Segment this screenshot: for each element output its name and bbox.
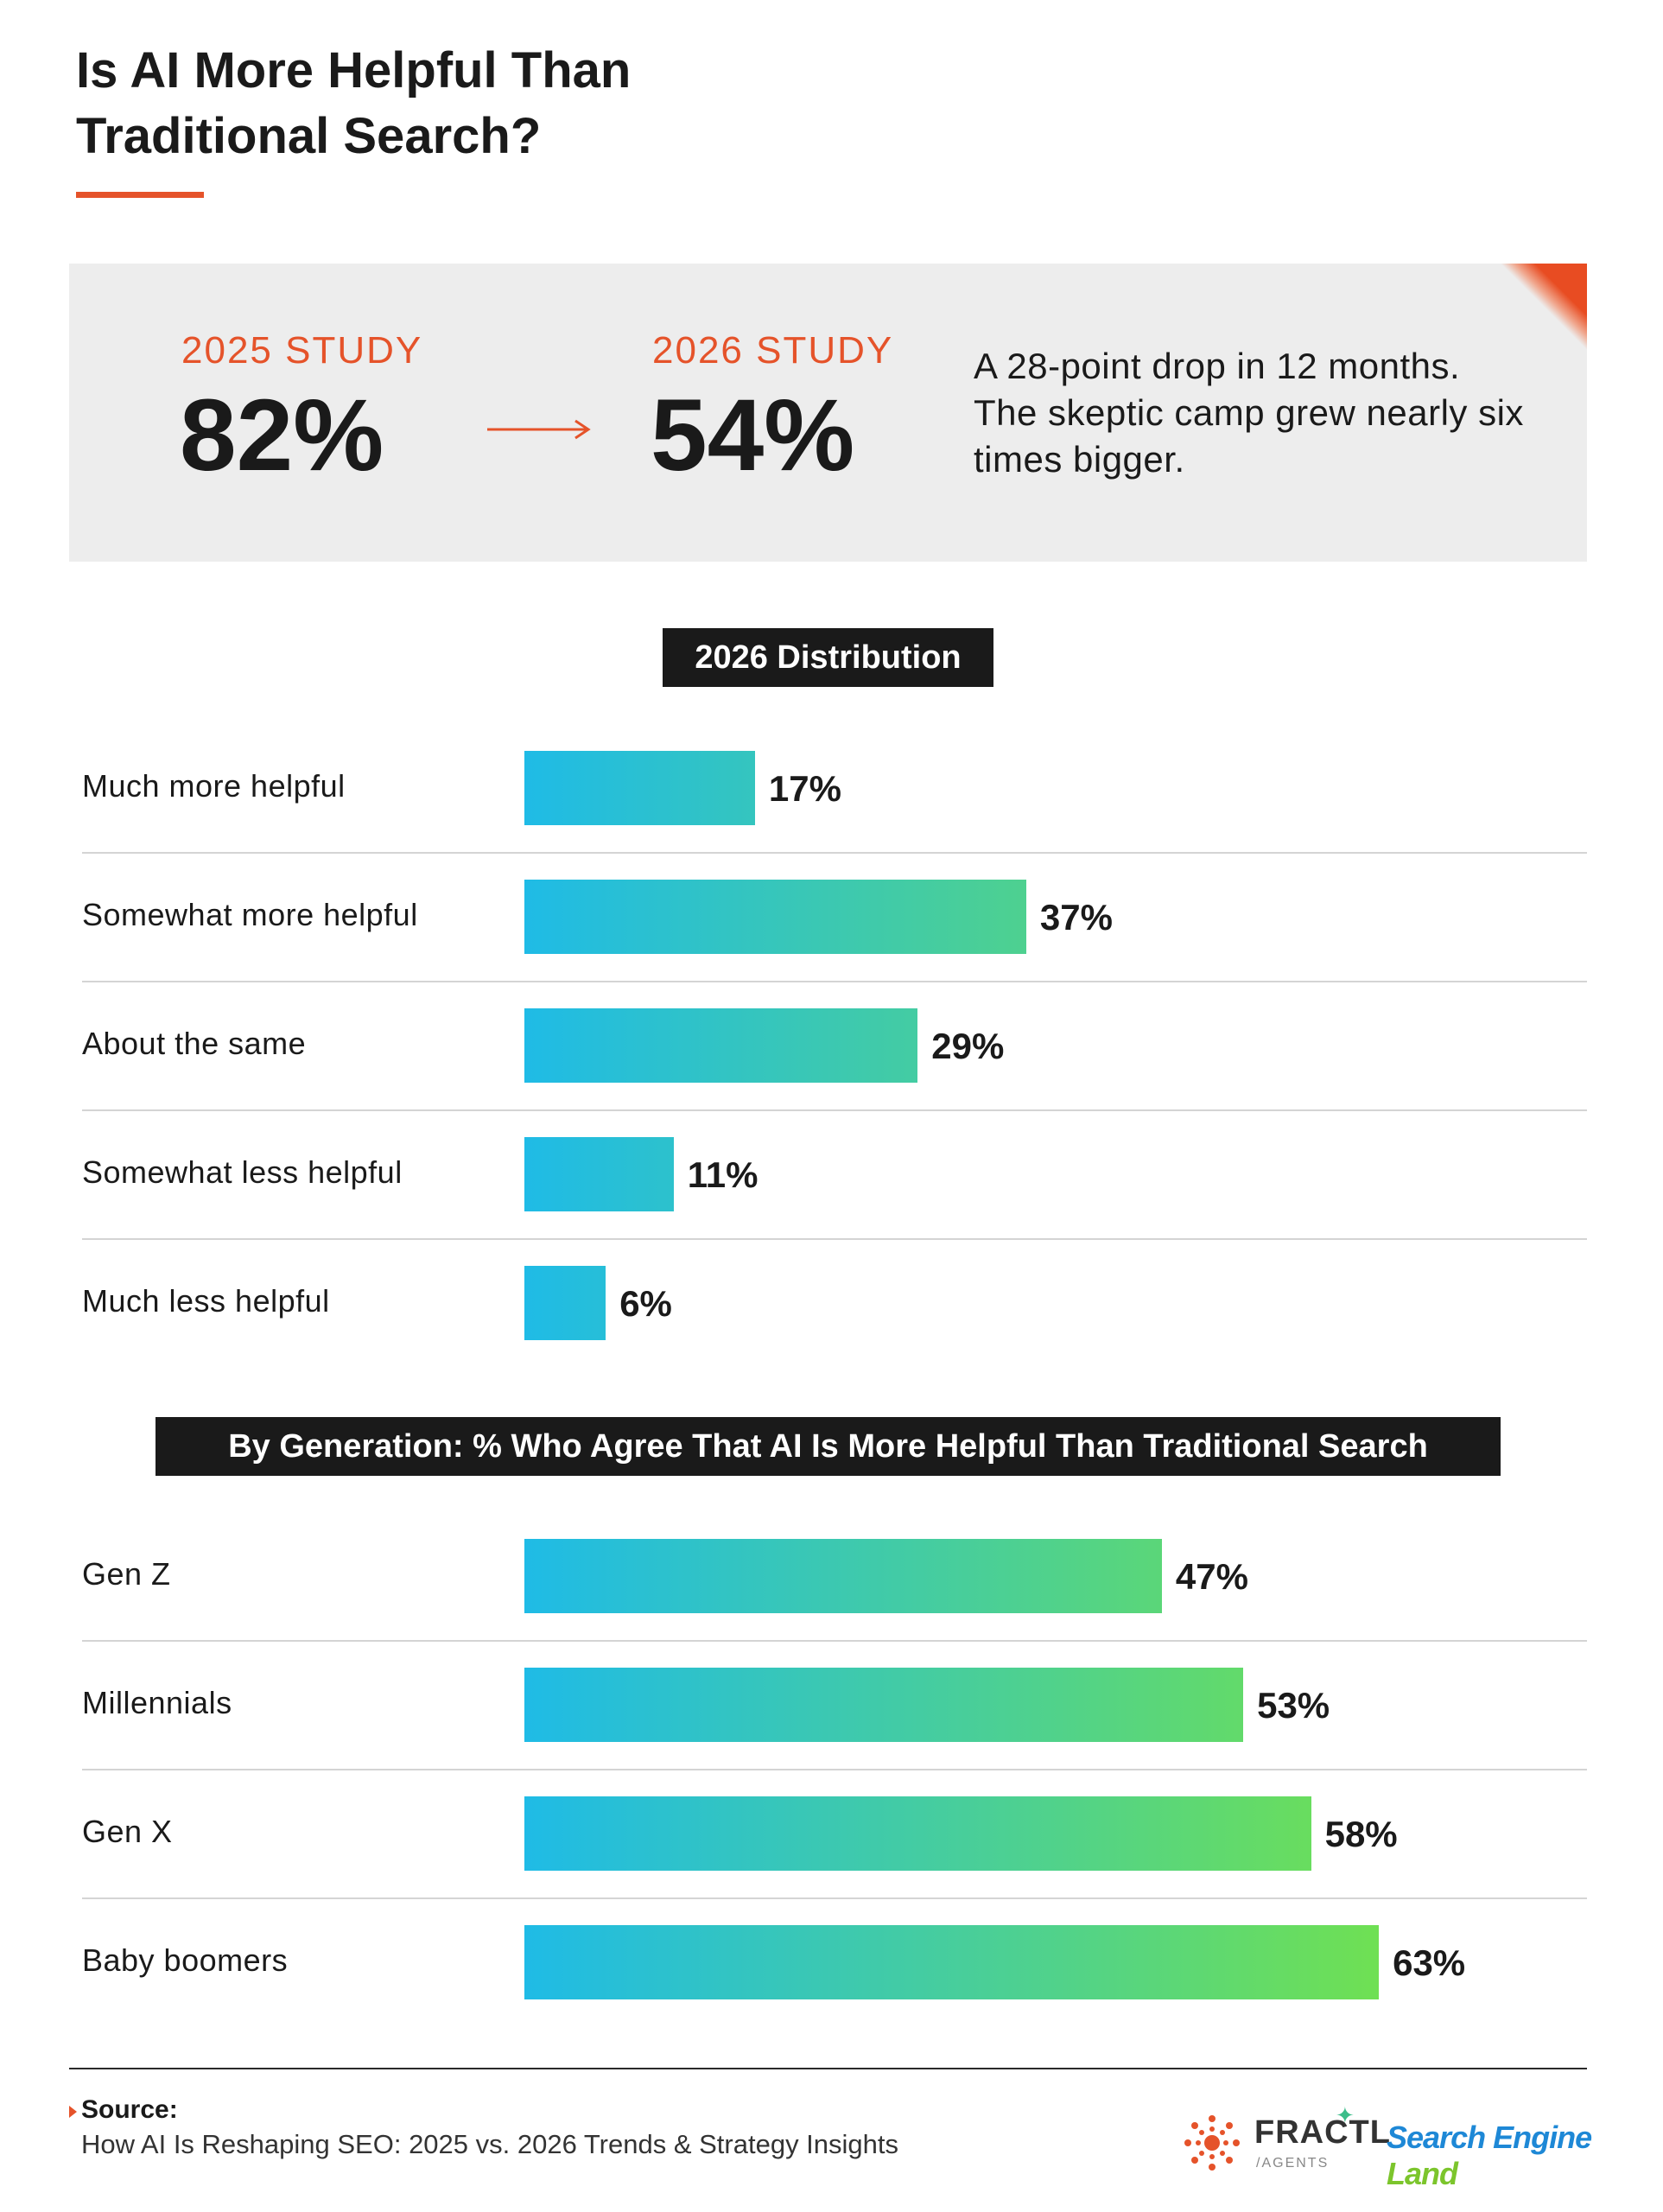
bar-value-label: 47% xyxy=(1175,1556,1248,1597)
category-label: Gen X xyxy=(82,1814,173,1849)
category-label: Somewhat less helpful xyxy=(82,1154,403,1190)
title-underline xyxy=(76,192,204,198)
bar-value-label: 63% xyxy=(1393,1942,1466,1983)
source-label: Source: xyxy=(81,2095,178,2124)
bar-value-label: 6% xyxy=(619,1283,672,1324)
fractl-brand-name: FRACTL xyxy=(1254,2114,1391,2151)
row-divider xyxy=(82,852,1587,854)
row-divider xyxy=(82,1769,1587,1770)
bar xyxy=(524,1668,1244,1742)
chart-title-distribution: 2026 Distribution xyxy=(663,628,993,687)
footer-divider xyxy=(69,2068,1587,2069)
category-label: Millennials xyxy=(82,1685,232,1720)
fractl-brand-sub: /AGENTS xyxy=(1256,2156,1330,2171)
bar xyxy=(524,751,755,825)
page-title: Is AI More Helpful Than Traditional Sear… xyxy=(76,42,632,164)
row-divider xyxy=(82,981,1587,982)
study-2025-value: 82% xyxy=(180,378,384,493)
source-text: How AI Is Reshaping SEO: 2025 vs. 2026 T… xyxy=(81,2129,899,2159)
row-divider xyxy=(82,1640,1587,1642)
bar xyxy=(524,1796,1311,1871)
bar xyxy=(524,1925,1380,1999)
fractl-logo-icon xyxy=(1184,2115,1240,2171)
caret-right-icon xyxy=(69,2106,77,2118)
chart-title-generation: By Generation: % Who Agree That AI Is Mo… xyxy=(156,1417,1501,1476)
summary-note: A 28-point drop in 12 months. The skepti… xyxy=(974,346,1524,480)
category-label: Much more helpful xyxy=(82,768,346,804)
row-divider xyxy=(82,1238,1587,1240)
bar xyxy=(524,1008,918,1083)
bar-value-label: 37% xyxy=(1039,897,1113,938)
sel-logo-part2: Land xyxy=(1387,2156,1458,2191)
study-2026-value: 54% xyxy=(651,378,855,493)
category-label: About the same xyxy=(82,1026,307,1061)
corner-accent xyxy=(1501,264,1587,350)
arrow-right-icon xyxy=(487,419,591,440)
category-label: Baby boomers xyxy=(82,1942,289,1978)
category-label: Gen Z xyxy=(82,1556,171,1592)
summary-panel: 2025 STUDY 82% 2026 STUDY 54% A 28-point… xyxy=(69,264,1587,562)
bar xyxy=(524,880,1026,954)
bar-value-label: 53% xyxy=(1257,1685,1330,1726)
bar-value-label: 58% xyxy=(1324,1814,1398,1854)
bar-value-label: 17% xyxy=(768,768,841,809)
category-label: Much less helpful xyxy=(82,1283,330,1319)
bar-value-label: 29% xyxy=(931,1026,1005,1066)
bar xyxy=(524,1266,606,1340)
study-2025-label: 2025 STUDY xyxy=(181,329,423,372)
category-label: Somewhat more helpful xyxy=(82,897,418,932)
bar xyxy=(524,1137,674,1211)
sel-logo-part1: Search Engine xyxy=(1387,2120,1592,2155)
bar-value-label: 11% xyxy=(687,1154,759,1195)
search-engine-land-logo: Search Engine Land xyxy=(1387,2120,1663,2192)
sparkle-icon: ✦ xyxy=(1336,2102,1355,2128)
row-divider xyxy=(82,1109,1587,1111)
bar xyxy=(524,1539,1162,1613)
study-2026-label: 2026 STUDY xyxy=(652,329,894,372)
row-divider xyxy=(82,1897,1587,1899)
